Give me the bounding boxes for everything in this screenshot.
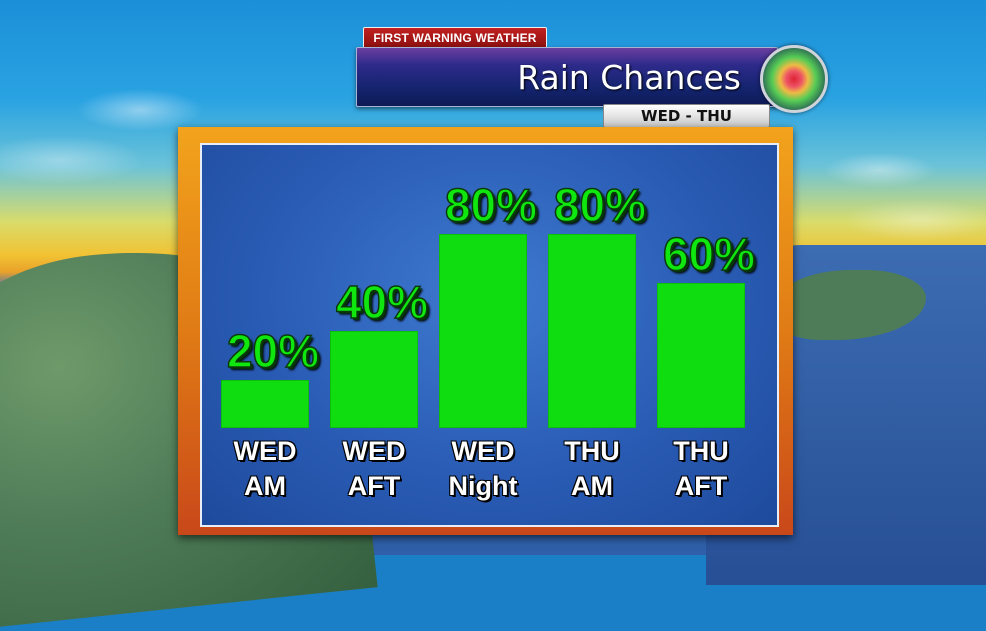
category-label-line: Night xyxy=(448,471,518,501)
category-label-line: THU xyxy=(564,436,620,466)
chart-subtitle: WED - THU xyxy=(603,104,770,128)
category-label: WED AFT xyxy=(319,434,429,504)
title-bar: Rain Chances xyxy=(356,47,778,107)
category-label: THU AM xyxy=(537,434,647,504)
bar xyxy=(657,282,745,428)
data-label: 80% xyxy=(553,179,647,232)
category-label: WED AM xyxy=(210,434,320,504)
category-label-line: AFT xyxy=(674,471,728,501)
category-label-line: THU xyxy=(673,436,729,466)
category-label: WED Night xyxy=(428,434,538,504)
brand-suffix: WEATHER xyxy=(475,31,537,45)
chart-title: Rain Chances xyxy=(517,58,741,97)
radar-icon xyxy=(760,45,828,113)
bar xyxy=(548,234,636,428)
brand-tag: FIRST WARNING WEATHER xyxy=(363,27,547,49)
bar xyxy=(330,331,418,428)
bar xyxy=(439,234,527,428)
category-label-line: AFT xyxy=(347,471,401,501)
data-label: 60% xyxy=(662,227,756,280)
brand-prefix: FIRST WARNING xyxy=(373,31,472,45)
category-label-line: AM xyxy=(244,471,286,501)
data-label: 40% xyxy=(335,276,429,329)
bar xyxy=(221,379,309,428)
category-label-line: WED xyxy=(342,436,406,466)
category-label-line: AM xyxy=(571,471,613,501)
category-label-line: WED xyxy=(233,436,297,466)
category-label: THU AFT xyxy=(646,434,756,504)
data-label: 80% xyxy=(444,179,538,232)
category-label-line: WED xyxy=(451,436,515,466)
data-label: 20% xyxy=(226,324,320,377)
